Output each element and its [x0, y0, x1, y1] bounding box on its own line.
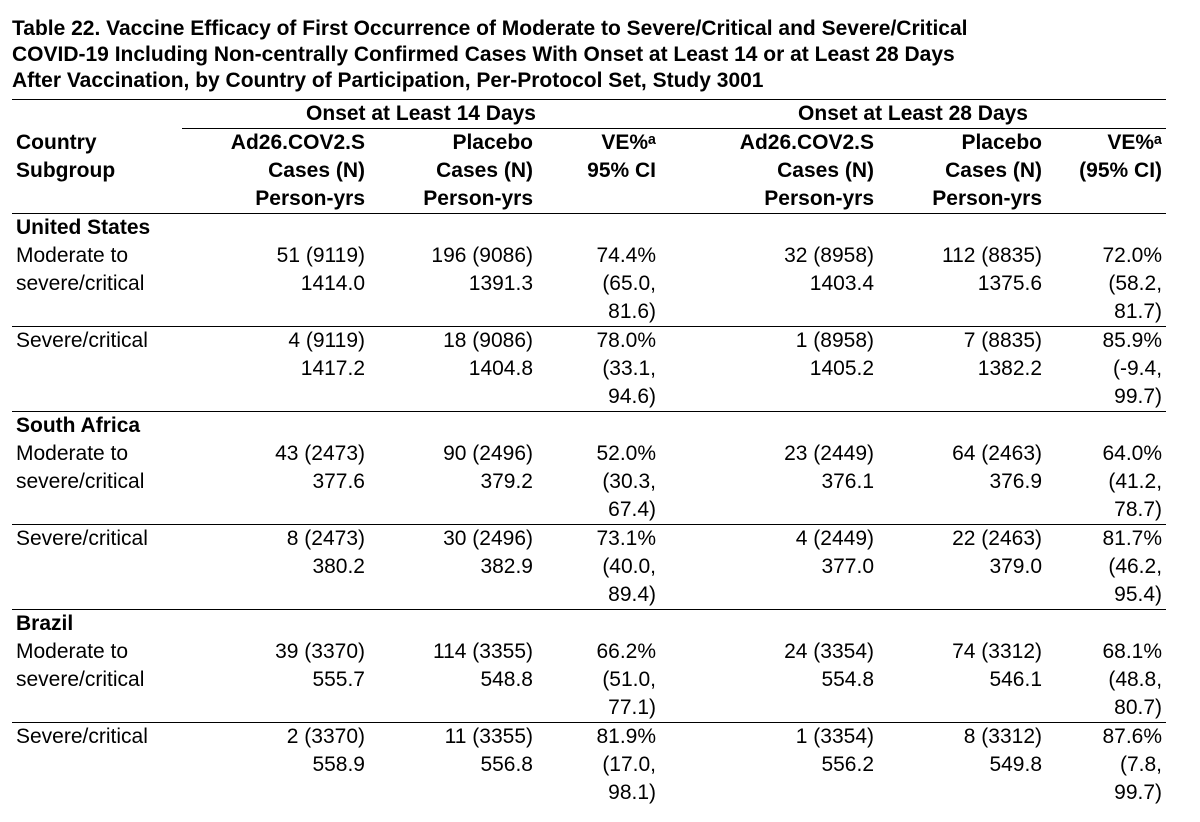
- vaccine-28-header: Ad26.COV2.S Cases (N) Person-yrs: [660, 128, 879, 214]
- ve-14-header: VE%ᵃ 95% CI: [537, 128, 661, 214]
- country-name: Brazil: [12, 609, 1167, 638]
- onset-28-header: Onset at Least 28 Days: [660, 99, 1167, 129]
- header-row-columns: Country Subgroup Ad26.COV2.S Cases (N) P…: [12, 128, 1167, 214]
- vaccine-14-cell: 4 (9119) 1417.2: [288, 329, 365, 380]
- placebo-28-cell: 22 (2463) 379.0: [952, 527, 1043, 578]
- ve-28-cell: 85.9% (-9.4, 99.7): [1102, 329, 1163, 408]
- vaccine-28-cell: 23 (2449) 376.1: [660, 440, 879, 525]
- placebo-14-header: Placebo Cases (N) Person-yrs: [369, 128, 537, 214]
- vaccine-28-cell: 32 (8958) 1403.4: [660, 242, 879, 327]
- table-title: Table 22. Vaccine Efficacy of First Occu…: [12, 16, 1182, 94]
- ve-28-cell: 64.0% (41.2, 78.7): [1046, 440, 1167, 525]
- vaccine-14-cell: 51 (9119) 1414.0: [182, 242, 369, 327]
- vaccine-28-cell: 1 (3354) 556.2: [795, 725, 875, 776]
- vaccine-14-header: Ad26.COV2.S Cases (N) Person-yrs: [182, 128, 369, 214]
- country-row: United States: [12, 214, 1166, 243]
- country-row: Brazil: [12, 609, 1167, 638]
- placebo-28-cell: 74 (3312) 546.1: [878, 638, 1047, 723]
- table-row: Severe/critical 4 (9119) 1417.2 18 (9086) 14…: [12, 327, 1166, 412]
- table-row: Moderate to severe/critical 43 (2473) 377.6…: [12, 440, 1167, 525]
- subgroup-cell: Moderate to severe/critical: [12, 242, 182, 327]
- ve-14-cell: 66.2% (51.0, 77.1): [537, 638, 661, 723]
- table-row: Moderate to severe/critical 39 (3370) 555.7…: [12, 638, 1167, 723]
- placebo-28-cell: 112 (8835) 1375.6: [878, 242, 1047, 327]
- table-row: Moderate to severe/critical 51 (9119) 1414.…: [12, 242, 1167, 327]
- vaccine-14-cell: 2 (3370) 558.9: [286, 725, 365, 776]
- vaccine-14-cell: 8 (2473) 380.2: [286, 527, 365, 578]
- placebo-14-cell: 30 (2496) 382.9: [443, 527, 533, 578]
- vaccine-28-cell: 1 (8958) 1405.2: [795, 329, 875, 380]
- table-body: United States Moderate to severe/critical 5…: [12, 214, 1167, 808]
- placebo-28-cell: 7 (8835) 1382.2: [963, 329, 1043, 380]
- vaccine-14-cell: 43 (2473) 377.6: [182, 440, 369, 525]
- subgroup-cell: Moderate to severe/critical: [12, 638, 182, 723]
- ve-14-cell: 74.4% (65.0, 81.6): [537, 242, 661, 327]
- placebo-14-cell: 196 (9086) 1391.3: [369, 242, 537, 327]
- ve-28-header: VE%ᵃ (95% CI): [1046, 128, 1167, 214]
- subgroup-cell: Severe/critical: [16, 527, 148, 550]
- ve-28-cell: 68.1% (48.8, 80.7): [1046, 638, 1167, 723]
- vaccine-28-cell: 4 (2449) 377.0: [795, 527, 875, 578]
- ve-14-cell: 81.9% (17.0, 98.1): [596, 725, 657, 804]
- subgroup-cell: Moderate to severe/critical: [12, 440, 182, 525]
- placebo-14-cell: 90 (2496) 379.2: [369, 440, 537, 525]
- table-row: Severe/critical 8 (2473) 380.2 30 (2496) 382…: [12, 525, 1166, 610]
- country-subgroup-header: Country Subgroup: [12, 128, 182, 214]
- placebo-14-cell: 18 (9086) 1404.8: [443, 329, 533, 380]
- country-row: South Africa: [12, 411, 1167, 440]
- ve-28-cell: 72.0% (58.2, 81.7): [1046, 242, 1167, 327]
- placebo-28-cell: 64 (2463) 376.9: [878, 440, 1047, 525]
- title-line: After Vaccination, by Country of Partici…: [12, 69, 764, 92]
- ve-14-cell: 78.0% (33.1, 94.6): [596, 329, 657, 408]
- onset-14-header: Onset at Least 14 Days: [182, 99, 661, 129]
- header-row-onset: Onset at Least 14 Days Onset at Least 28…: [12, 99, 1167, 129]
- title-line: Table 22. Vaccine Efficacy of First Occu…: [12, 17, 968, 40]
- country-name: United States: [16, 216, 151, 239]
- placebo-14-cell: 11 (3355) 556.8: [444, 725, 533, 776]
- efficacy-table: Onset at Least 14 Days Onset at Least 28…: [12, 99, 1167, 808]
- table-header: Onset at Least 14 Days Onset at Least 28…: [12, 99, 1167, 214]
- placebo-28-header: Placebo Cases (N) Person-yrs: [878, 128, 1047, 214]
- placebo-28-cell: 8 (3312) 549.8: [963, 725, 1043, 776]
- ve-28-cell: 81.7% (46.2, 95.4): [1102, 527, 1163, 606]
- subgroup-cell: Severe/critical: [16, 725, 148, 748]
- vaccine-14-cell: 39 (3370) 555.7: [182, 638, 369, 723]
- ve-14-cell: 52.0% (30.3, 67.4): [537, 440, 661, 525]
- subgroup-cell: Severe/critical: [16, 329, 148, 352]
- country-name: South Africa: [12, 411, 1167, 440]
- ve-14-cell: 73.1% (40.0, 89.4): [596, 527, 657, 606]
- title-line: COVID-19 Including Non-centrally Confirm…: [12, 43, 955, 66]
- table-row: Severe/critical 2 (3370) 558.9 11 (3355) 556…: [12, 723, 1166, 808]
- vaccine-28-cell: 24 (3354) 554.8: [660, 638, 879, 723]
- ve-28-cell: 87.6% (7.8, 99.7): [1102, 725, 1163, 804]
- placebo-14-cell: 114 (3355) 548.8: [369, 638, 537, 723]
